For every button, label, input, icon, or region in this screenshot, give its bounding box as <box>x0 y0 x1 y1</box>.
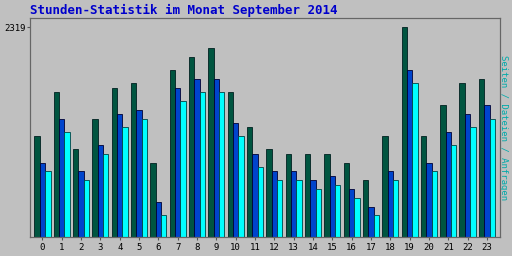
Bar <box>227 92 233 256</box>
Bar <box>45 171 51 256</box>
Bar <box>258 167 263 256</box>
Bar <box>59 119 65 256</box>
Bar <box>421 136 426 256</box>
Bar <box>84 180 89 256</box>
Bar <box>117 114 122 256</box>
Bar <box>291 171 296 256</box>
Bar <box>489 119 495 256</box>
Bar <box>330 176 335 256</box>
Bar <box>374 215 379 256</box>
Bar <box>247 127 252 256</box>
Bar <box>200 92 205 256</box>
Bar <box>324 154 330 256</box>
Bar <box>445 132 451 256</box>
Bar <box>432 171 437 256</box>
Bar <box>459 83 465 256</box>
Text: Stunden-Statistik im Monat September 2014: Stunden-Statistik im Monat September 201… <box>30 4 337 17</box>
Bar <box>382 136 388 256</box>
Bar <box>92 119 98 256</box>
Y-axis label: Seiten / Dateien / Anfragen: Seiten / Dateien / Anfragen <box>499 55 508 200</box>
Bar <box>305 154 310 256</box>
Bar <box>465 114 471 256</box>
Bar <box>73 150 78 256</box>
Bar <box>388 171 393 256</box>
Bar <box>161 215 166 256</box>
Bar <box>54 92 59 256</box>
Bar <box>142 119 147 256</box>
Bar <box>156 202 161 256</box>
Bar <box>316 189 321 256</box>
Bar <box>150 163 156 256</box>
Bar <box>335 185 340 256</box>
Bar <box>103 154 109 256</box>
Bar <box>412 83 418 256</box>
Bar <box>393 180 398 256</box>
Bar <box>296 180 302 256</box>
Bar <box>266 150 272 256</box>
Bar <box>78 171 84 256</box>
Bar <box>479 79 484 256</box>
Bar <box>34 136 40 256</box>
Bar <box>239 136 244 256</box>
Bar <box>65 132 70 256</box>
Bar <box>136 110 142 256</box>
Bar <box>252 154 258 256</box>
Bar <box>122 127 128 256</box>
Bar <box>407 70 412 256</box>
Bar <box>272 171 277 256</box>
Bar <box>169 70 175 256</box>
Bar <box>180 101 186 256</box>
Bar <box>363 180 368 256</box>
Bar <box>277 180 283 256</box>
Bar <box>40 163 45 256</box>
Bar <box>286 154 291 256</box>
Bar <box>175 88 180 256</box>
Bar <box>401 27 407 256</box>
Bar <box>189 57 195 256</box>
Bar <box>426 163 432 256</box>
Bar <box>214 79 219 256</box>
Bar <box>219 92 224 256</box>
Bar <box>484 105 489 256</box>
Bar <box>98 145 103 256</box>
Bar <box>349 189 354 256</box>
Bar <box>310 180 316 256</box>
Bar <box>471 127 476 256</box>
Bar <box>451 145 456 256</box>
Bar <box>131 83 136 256</box>
Bar <box>208 48 214 256</box>
Bar <box>368 207 374 256</box>
Bar <box>195 79 200 256</box>
Bar <box>344 163 349 256</box>
Bar <box>440 105 445 256</box>
Bar <box>233 123 239 256</box>
Bar <box>354 198 360 256</box>
Bar <box>112 88 117 256</box>
